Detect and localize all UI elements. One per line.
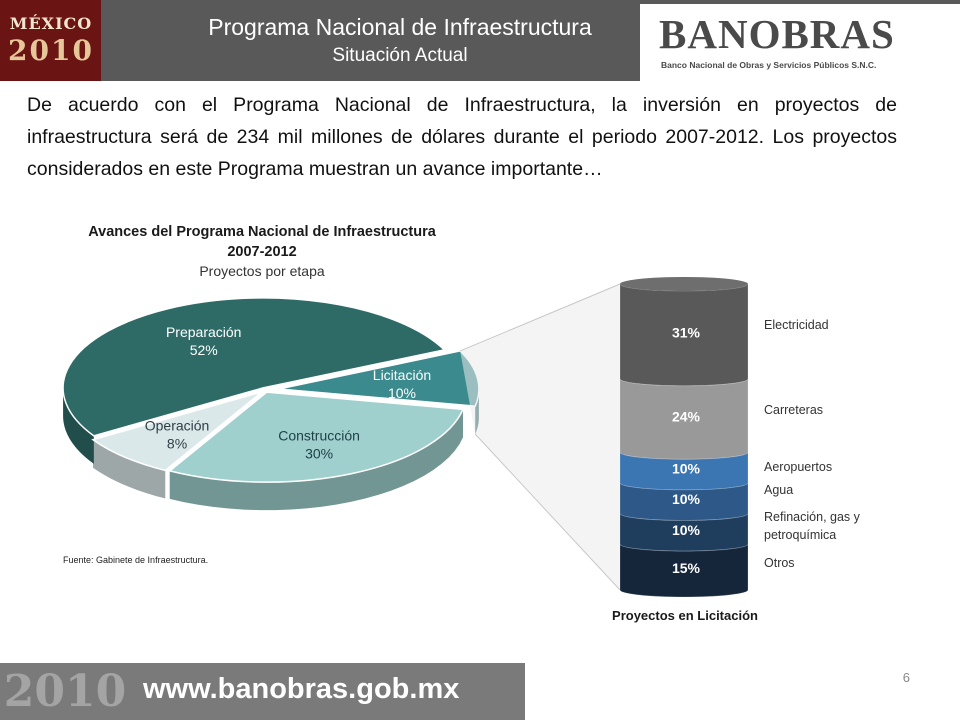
bar-value-label-otros: 15%: [672, 560, 701, 576]
brand-name: BANOBRAS: [659, 11, 895, 57]
bar-value-label-refinacion-gas-y-petroquimica: 10%: [672, 522, 701, 538]
brand-tagline: Banco Nacional de Obras y Servicios Públ…: [661, 60, 877, 70]
pie-label-preparacion-value: 52%: [190, 342, 218, 358]
bar-category-label-electricidad: Electricidad: [764, 318, 829, 332]
pie-side-operacion: [93, 439, 166, 499]
logo-bottom-text: 2010: [8, 34, 94, 67]
footer-banner: [0, 663, 525, 720]
pie-chart-title: Avances del Programa Nacional de Infraes…: [22, 222, 502, 262]
banobras-logo: BANOBRAS Banco Nacional de Obras y Servi…: [640, 4, 960, 81]
pie-label-preparacion-name: Preparación: [166, 324, 242, 340]
bar-category-label-refinacion-gas-y-petroquimica-line2: petroquímica: [764, 528, 836, 542]
bar-value-label-electricidad: 31%: [672, 324, 701, 340]
connector-line-bottom: [474, 433, 621, 591]
pie-title-line-2: 2007-2012: [227, 244, 297, 260]
pie-to-bar-connector: [459, 283, 621, 591]
pie-label-licitacion-name: Licitación: [373, 367, 431, 383]
pie-label-construccion-name: Construcción: [278, 428, 360, 444]
pie-side-construccion: [169, 409, 464, 511]
page-number: 6: [902, 670, 910, 685]
connector-fill: [460, 284, 620, 590]
pie-title-line-1: Avances del Programa Nacional de Infraes…: [88, 224, 436, 240]
pie-label-construccion-value: 30%: [305, 446, 333, 462]
logo-top-text: MÉXICO: [9, 14, 93, 33]
connector-line-top: [459, 283, 621, 352]
bar-value-label-carreteras: 24%: [672, 409, 701, 425]
mexico-2010-logo: MÉXICO 2010: [0, 0, 101, 81]
bar-category-label-aeropuertos: Aeropuertos: [764, 460, 832, 474]
bar-chart-title: Proyectos en Licitación: [612, 608, 758, 623]
pie-label-operacion-value: 8%: [167, 435, 187, 451]
bar-category-label-otros: Otros: [764, 556, 795, 570]
page-title: Programa Nacional de Infraestructura: [208, 14, 592, 40]
pie-slice-construccion: [168, 391, 465, 483]
bar-value-label-aeropuertos: 10%: [672, 461, 701, 477]
chart-source-note: Fuente: Gabinete de Infraestructura.: [63, 555, 209, 565]
bar-category-label-agua: Agua: [764, 483, 793, 497]
pie-label-licitacion-value: 10%: [388, 385, 416, 401]
intro-paragraph: De acuerdo con el Programa Nacional de I…: [27, 94, 897, 180]
bar-segment-otros: [619, 543, 749, 598]
bar-category-label-refinacion-gas-y-petroquimica: Refinación, gas y: [764, 510, 861, 524]
pie-chart: Licitación 10% Construcción 30% Operación 8% P…: [62, 297, 480, 511]
stacked-bar-chart: 31% 24% 10% 10% 10% 15% Electricidad Carreteras…: [619, 277, 861, 598]
pie-chart-subtitle: Proyectos por etapa: [199, 263, 325, 279]
footer-website-link[interactable]: www.banobras.gob.mx: [143, 673, 460, 705]
bar-top-cap: [620, 277, 748, 291]
bar-category-label-carreteras: Carreteras: [764, 403, 823, 417]
pie-slice-operacion: [91, 391, 263, 472]
page-subtitle: Situación Actual: [332, 45, 468, 66]
bar-value-label-agua: 10%: [672, 491, 701, 507]
pie-slice-preparacion: [62, 297, 446, 437]
footer-2010-decoration: 2010: [3, 666, 127, 717]
pie-label-operacion-name: Operación: [145, 417, 210, 433]
pie-side-preparacion: [63, 387, 94, 464]
